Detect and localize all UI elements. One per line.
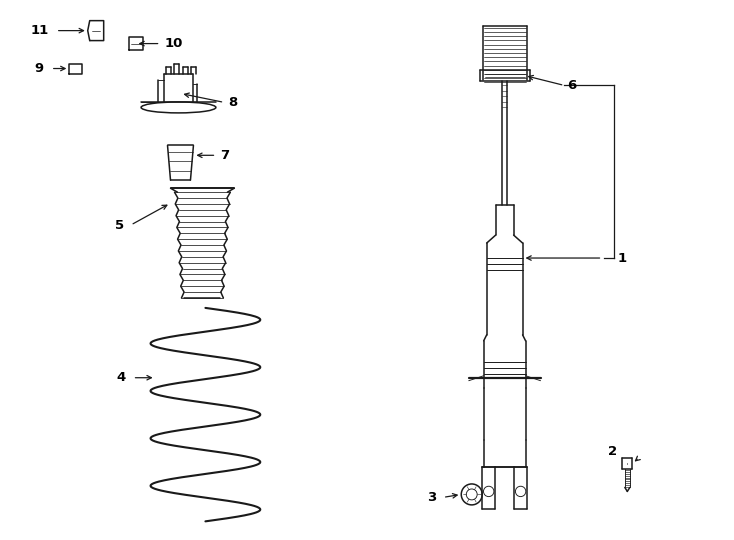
Text: 2: 2 (608, 445, 617, 458)
Text: 5: 5 (115, 219, 123, 232)
Text: 1: 1 (617, 252, 627, 265)
Text: 8: 8 (228, 96, 238, 109)
Text: 11: 11 (31, 24, 49, 37)
Text: 7: 7 (220, 149, 230, 162)
Text: 6: 6 (567, 79, 577, 92)
Text: 4: 4 (117, 371, 126, 384)
Text: 9: 9 (34, 62, 44, 75)
Text: 10: 10 (164, 37, 183, 50)
Text: 3: 3 (426, 491, 436, 504)
